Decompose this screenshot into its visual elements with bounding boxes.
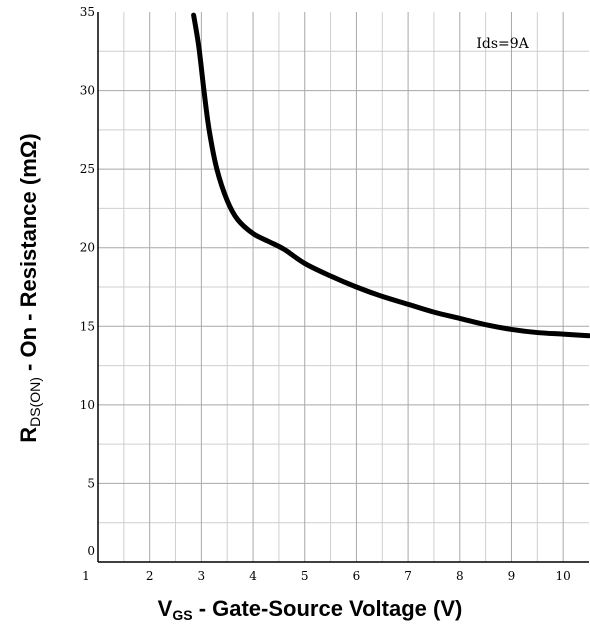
y-tick-label: 10 xyxy=(80,398,95,412)
annotation-ids: Ids=9A xyxy=(476,36,529,52)
y-tick-label: 25 xyxy=(80,162,95,176)
y-tick-label: 15 xyxy=(80,319,95,333)
x-tick-label: 4 xyxy=(249,569,257,583)
series-line-0 xyxy=(191,12,590,339)
y-tick-label: 35 xyxy=(80,5,95,19)
x-tick-label: 10 xyxy=(556,569,571,583)
x-tick-label: 6 xyxy=(353,569,361,583)
x-axis-title-main: V xyxy=(158,596,173,621)
y-axis-title-main: R xyxy=(16,427,41,443)
x-axis-title: VGS - Gate-Source Voltage (V) xyxy=(158,596,463,623)
y-tick-label: 20 xyxy=(80,241,95,255)
x-tick-label: 8 xyxy=(456,569,464,583)
y-axis-title: RDS(ON) - On - Resistance (mΩ) xyxy=(16,133,43,442)
y-tick-label: 5 xyxy=(87,476,95,490)
y-tick-label: 30 xyxy=(80,84,95,98)
x-axis-title-rest: - Gate-Source Voltage (V) xyxy=(193,596,463,621)
x-tick-label: 7 xyxy=(404,569,412,583)
x-tick-label: 9 xyxy=(508,569,516,583)
plot-frame xyxy=(97,12,589,563)
x-tick-labels: 1 2 3 4 5 6 7 8 9 10 xyxy=(82,569,571,583)
x-tick-label: 5 xyxy=(301,569,309,583)
y-axis-title-sub: DS(ON) xyxy=(27,377,43,427)
y-tick-label: 0 xyxy=(87,544,95,558)
x-tick-label: 1 xyxy=(82,569,90,583)
x-axis-title-sub: GS xyxy=(172,607,192,623)
x-tick-label: 3 xyxy=(198,569,206,583)
x-tick-label: 2 xyxy=(146,569,154,583)
y-tick-labels: 0 5 10 15 20 25 30 35 xyxy=(80,5,95,558)
minor-gridlines xyxy=(98,12,589,562)
major-gridlines xyxy=(98,12,589,562)
series-layer xyxy=(191,12,590,339)
y-axis-title-rest: - On - Resistance (mΩ) xyxy=(16,133,41,377)
